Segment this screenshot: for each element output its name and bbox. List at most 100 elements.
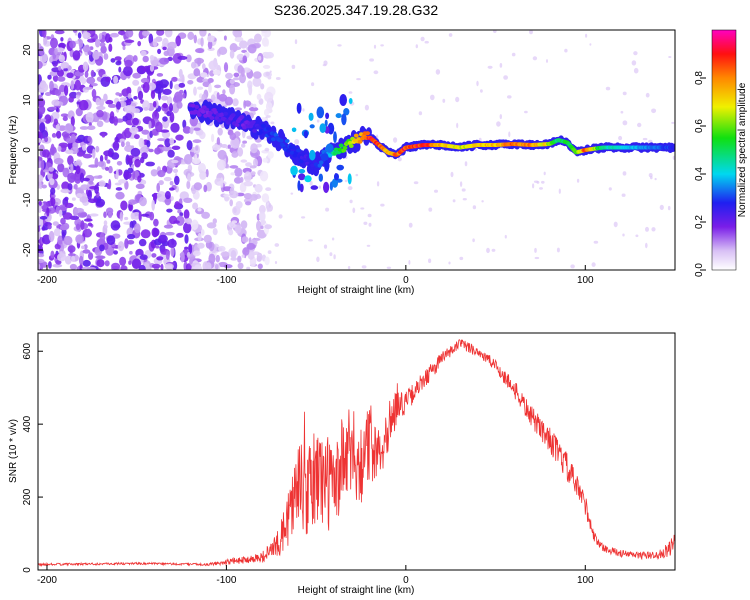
- spectrogram-noise-blob: [256, 220, 262, 232]
- spectrogram-noise-blob: [189, 127, 194, 135]
- spectrogram-noise-blob: [408, 260, 411, 265]
- spectrogram-noise-blob: [184, 234, 189, 244]
- x-tick-label: 0: [403, 575, 409, 586]
- spectrogram-noise-blob: [642, 137, 648, 141]
- spectrogram-ridge-core: [200, 109, 206, 114]
- spectrogram-noise-blob: [278, 214, 283, 219]
- spectrogram-noise-blob: [169, 103, 173, 113]
- spectrogram-noise-blob: [239, 73, 246, 84]
- spectrogram-noise-blob: [109, 111, 115, 121]
- spectrogram-noise-blob: [243, 100, 252, 107]
- spectrogram-noise-blob: [115, 92, 121, 96]
- spectrogram-noise-blob: [197, 242, 205, 249]
- spectrogram-noise-blob: [459, 181, 463, 187]
- spectrogram-noise-blob: [103, 220, 108, 226]
- spectrogram-noise-blob: [41, 184, 47, 189]
- spectrogram-noise-blob: [175, 35, 181, 47]
- spectrogram-ridge-core: [239, 115, 245, 119]
- colorbar-tick-label: 0.2: [694, 215, 705, 229]
- spectrogram-noise-blob: [42, 30, 47, 38]
- spectrogram-noise-blob: [91, 88, 97, 99]
- spectrogram-noise-blob: [177, 55, 188, 60]
- spectrogram-noise-blob: [308, 239, 313, 242]
- spectrogram-noise-blob: [97, 175, 103, 179]
- spectrogram-ridge-core: [671, 145, 675, 150]
- spectrogram-noise-blob: [164, 191, 171, 200]
- spectrogram-noise-blob: [183, 222, 192, 234]
- spectrogram-noise-blob: [157, 138, 166, 142]
- spectrogram-noise-blob: [266, 204, 273, 212]
- spectrogram-noise-blob: [113, 116, 118, 126]
- spectrogram-noise-blob: [100, 45, 107, 54]
- spectrogram-noise-blob: [38, 82, 49, 93]
- spectrogram-noise-blob: [229, 165, 239, 169]
- spectrogram-noise-blob: [60, 217, 66, 225]
- spectrogram-noise-blob: [163, 176, 172, 182]
- spectrogram-noise-blob: [193, 127, 201, 131]
- spectrogram-noise-blob: [241, 143, 246, 148]
- spectrogram-fragment: [297, 180, 301, 191]
- spectrogram-noise-blob: [124, 238, 129, 249]
- spectrogram-noise-blob: [564, 48, 568, 53]
- spectrogram-noise-blob: [397, 157, 402, 162]
- spectrogram-noise-blob: [369, 58, 374, 62]
- spectrogram-noise-blob: [246, 266, 251, 270]
- spectrogram-ridge-core: [286, 148, 291, 153]
- spectrogram-noise-blob: [108, 43, 113, 52]
- spectrogram-noise-blob: [57, 145, 62, 152]
- spectrogram-noise-blob: [539, 187, 543, 190]
- spectrogram-noise-blob: [170, 196, 174, 201]
- spectrogram-noise-blob: [44, 212, 52, 223]
- spectrogram-noise-blob: [44, 92, 52, 96]
- spectrogram-noise-blob: [113, 250, 118, 255]
- spectrogram-noise-blob: [589, 43, 592, 46]
- spectrogram-noise-blob: [115, 187, 123, 191]
- spectrogram-noise-blob: [187, 173, 192, 182]
- spectrogram-noise-blob: [166, 208, 173, 213]
- spectrogram-noise-blob: [633, 67, 639, 74]
- spectrogram-noise-blob: [428, 207, 433, 212]
- spectrogram-fragment: [291, 127, 297, 133]
- spectrogram-noise-blob: [207, 35, 215, 43]
- spectrogram-noise-blob: [541, 180, 545, 184]
- spectrogram-noise-blob: [130, 212, 135, 220]
- spectrogram-noise-blob: [593, 240, 599, 244]
- spectrogram-ridge-core: [289, 150, 295, 155]
- spectrogram-noise-blob: [480, 89, 483, 93]
- spectrogram-noise-blob: [124, 39, 135, 43]
- spectrogram-noise-blob: [129, 250, 133, 255]
- spectrogram-noise-blob: [108, 165, 113, 174]
- spectrogram-noise-blob: [373, 44, 377, 49]
- spectrogram-noise-blob: [241, 236, 249, 243]
- spectrogram-noise-blob: [73, 183, 78, 190]
- spectrogram-noise-blob: [182, 93, 186, 99]
- spectrogram-noise-blob: [74, 173, 82, 184]
- spectrogram-noise-blob: [234, 107, 242, 111]
- spectrogram-noise-blob: [534, 247, 537, 253]
- spectrogram-noise-blob: [455, 96, 460, 103]
- spectrogram-noise-blob: [82, 31, 91, 39]
- spectrogram-noise-blob: [52, 74, 59, 82]
- spectrogram-noise-blob: [157, 48, 162, 55]
- spectrogram-ridge-core: [242, 125, 247, 130]
- spectrogram-fragment: [336, 164, 345, 171]
- spectrogram-noise-blob: [57, 235, 63, 246]
- spectrogram-fragment: [309, 149, 316, 161]
- spectrogram-noise-blob: [153, 83, 164, 94]
- spectrogram-noise-blob: [105, 99, 114, 105]
- spectrogram-noise-blob: [81, 245, 85, 250]
- spectrogram-noise-blob: [230, 137, 240, 149]
- spectrogram-noise-blob: [532, 56, 538, 61]
- y-tick-label: 10: [22, 94, 33, 106]
- spectrogram-noise-blob: [393, 137, 398, 143]
- colorbar-tick-label: 0.4: [694, 167, 705, 181]
- spectrogram-noise-blob: [318, 185, 321, 189]
- spectrogram-noise-blob: [125, 98, 132, 106]
- spectrogram-noise-blob: [79, 196, 89, 203]
- spectrogram-noise-blob: [188, 243, 193, 255]
- spectrogram-noise-blob: [156, 256, 164, 261]
- spectrogram-noise-blob: [316, 256, 320, 263]
- spectrogram-noise-blob: [164, 263, 174, 270]
- spectrogram-noise-blob: [265, 187, 272, 192]
- spectrogram-noise-blob: [42, 149, 50, 158]
